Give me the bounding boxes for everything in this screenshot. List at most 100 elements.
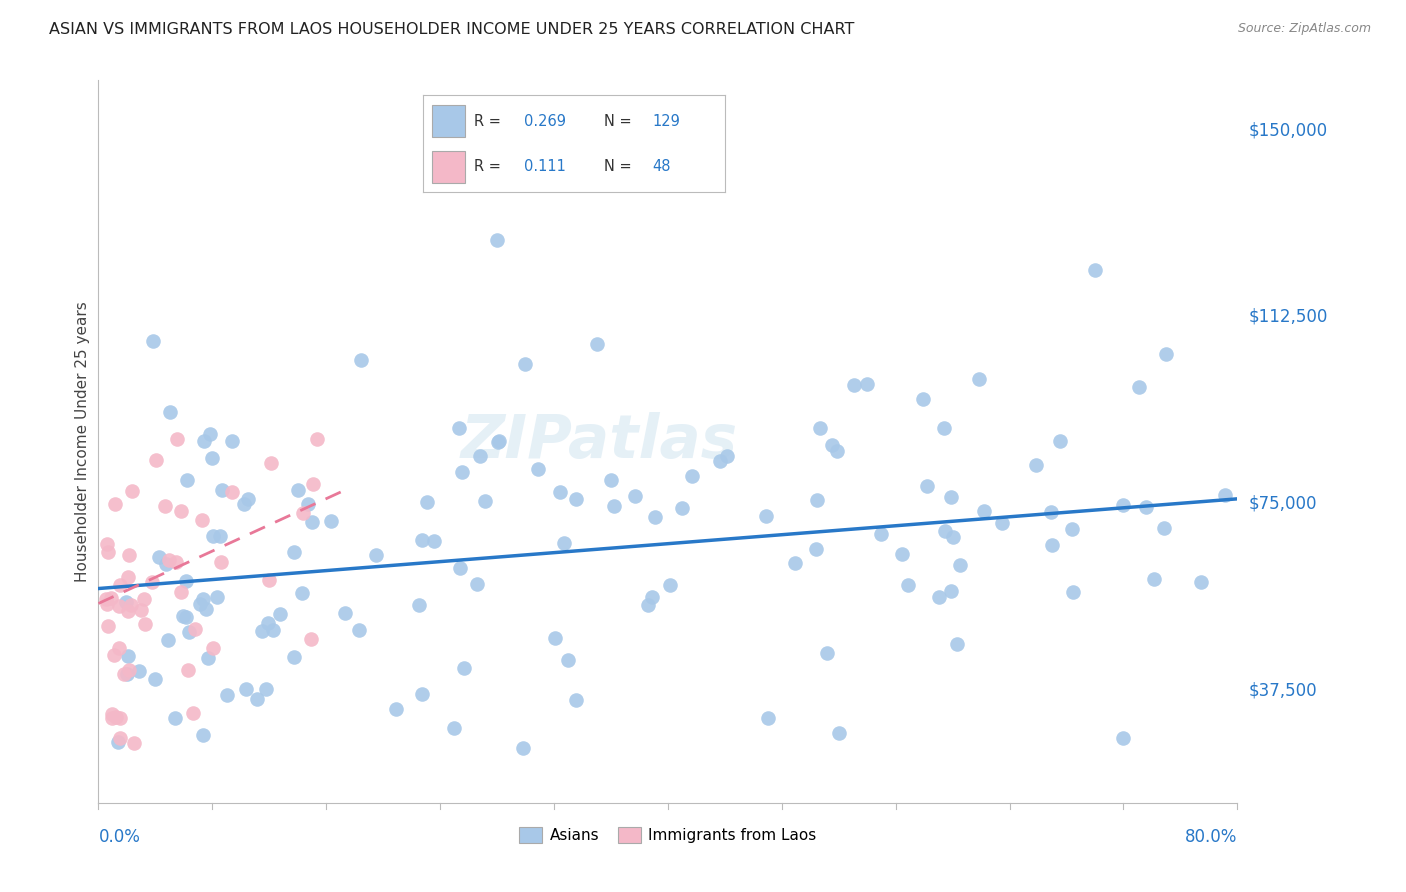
Point <box>1060 522 1083 536</box>
Point <box>96 597 118 611</box>
Point <box>170 585 193 599</box>
Point <box>941 490 963 504</box>
Point <box>350 353 373 368</box>
Point <box>153 500 176 514</box>
Point <box>142 334 165 348</box>
Point <box>969 371 991 385</box>
Point <box>155 557 177 571</box>
Point <box>946 637 969 651</box>
Point <box>825 444 848 458</box>
Point <box>486 434 509 449</box>
Point <box>1153 521 1175 535</box>
Point <box>200 426 222 441</box>
Point <box>671 501 693 516</box>
Point <box>1154 347 1177 361</box>
Point <box>108 577 131 591</box>
Point <box>366 548 388 562</box>
Point <box>821 438 844 452</box>
Point <box>269 607 291 621</box>
Point <box>416 495 439 509</box>
Point <box>121 484 143 499</box>
Point <box>156 632 179 647</box>
Point <box>637 598 659 612</box>
Legend: Asians, Immigrants from Laos: Asians, Immigrants from Laos <box>513 822 823 849</box>
Point <box>134 616 156 631</box>
Point <box>283 544 305 558</box>
Point <box>1049 434 1071 448</box>
Point <box>804 541 827 556</box>
Point <box>118 664 141 678</box>
Point <box>165 556 187 570</box>
Point <box>1040 538 1063 552</box>
Point <box>301 515 323 529</box>
Point <box>235 682 257 697</box>
Point <box>815 646 838 660</box>
Point <box>211 483 233 497</box>
Point <box>177 663 200 677</box>
Point <box>443 721 465 735</box>
Point <box>384 702 406 716</box>
Point <box>333 606 356 620</box>
Point <box>932 421 955 435</box>
Point <box>197 651 219 665</box>
Point <box>201 529 224 543</box>
Point <box>100 710 122 724</box>
Point <box>283 650 305 665</box>
Point <box>117 604 139 618</box>
Text: $75,000: $75,000 <box>1249 495 1317 513</box>
Point <box>319 514 342 528</box>
Point <box>1025 458 1047 472</box>
Point <box>159 405 181 419</box>
Point <box>1128 380 1150 394</box>
Text: 0.0%: 0.0% <box>98 828 141 846</box>
Point <box>991 516 1014 531</box>
Point <box>1135 500 1157 514</box>
Point <box>188 597 211 611</box>
Point <box>97 619 120 633</box>
Point <box>1111 498 1133 512</box>
Point <box>191 728 214 742</box>
Point <box>553 536 575 550</box>
Point <box>215 688 238 702</box>
Point <box>101 707 124 722</box>
Point <box>515 357 537 371</box>
Point <box>941 583 963 598</box>
Point <box>806 493 828 508</box>
Point <box>287 483 309 497</box>
Point <box>453 661 475 675</box>
Text: Source: ZipAtlas.com: Source: ZipAtlas.com <box>1237 22 1371 36</box>
Point <box>114 595 136 609</box>
Point <box>221 434 243 448</box>
Point <box>172 608 194 623</box>
Point <box>641 591 664 605</box>
Point <box>291 586 314 600</box>
Point <box>716 449 738 463</box>
Point <box>107 735 129 749</box>
Point <box>783 556 806 570</box>
Point <box>548 484 571 499</box>
Point <box>110 711 132 725</box>
Point <box>449 561 471 575</box>
Point <box>474 493 496 508</box>
Point <box>408 599 430 613</box>
Point <box>132 591 155 606</box>
Point <box>465 576 488 591</box>
Point <box>1213 488 1236 502</box>
Point <box>143 673 166 687</box>
Point <box>193 434 215 449</box>
Point <box>174 610 197 624</box>
Text: $150,000: $150,000 <box>1249 121 1327 139</box>
Point <box>103 497 125 511</box>
Point <box>103 648 125 662</box>
Point <box>232 497 254 511</box>
Point <box>411 533 433 547</box>
Point <box>291 507 314 521</box>
Point <box>191 592 214 607</box>
Point <box>302 477 325 491</box>
Point <box>912 392 935 406</box>
Point <box>221 484 243 499</box>
Text: ASIAN VS IMMIGRANTS FROM LAOS HOUSEHOLDER INCOME UNDER 25 YEARS CORRELATION CHAR: ASIAN VS IMMIGRANTS FROM LAOS HOUSEHOLDE… <box>49 22 855 37</box>
Point <box>117 570 139 584</box>
Point <box>305 432 328 446</box>
Point <box>411 687 433 701</box>
